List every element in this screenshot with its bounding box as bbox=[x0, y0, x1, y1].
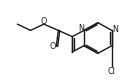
Text: N: N bbox=[79, 24, 84, 33]
Text: N: N bbox=[112, 25, 118, 34]
Text: O: O bbox=[41, 17, 47, 26]
Text: Cl: Cl bbox=[108, 67, 116, 76]
Text: O: O bbox=[49, 42, 56, 51]
